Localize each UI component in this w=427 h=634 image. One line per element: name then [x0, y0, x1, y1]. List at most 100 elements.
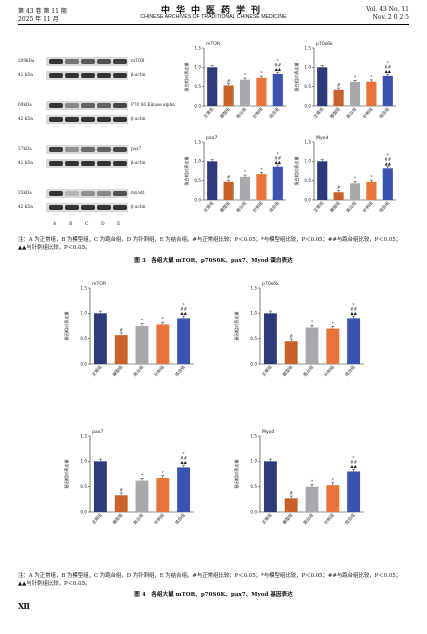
blot-protein-label: β-actin — [131, 204, 146, 209]
significance-mark: * — [370, 175, 372, 180]
y-tick-label: 0.0 — [304, 197, 311, 202]
header-rule — [18, 24, 409, 25]
chart-protein-myod: Myod 0.0 0.5 1.0 1.5 蛋白相对表达量 正常组 # 模型组 * 跑台组 * 针刺组 * #… — [292, 132, 402, 224]
x-tick-label: 正常组 — [312, 106, 325, 120]
x-tick-label: 结合组 — [173, 364, 186, 378]
significance-mark: # — [119, 488, 123, 493]
y-tick-label: 1.5 — [80, 433, 87, 438]
bar — [135, 326, 149, 364]
bar — [305, 486, 319, 512]
x-tick-label: 跑台组 — [345, 106, 358, 120]
bar — [305, 327, 319, 364]
bar — [333, 192, 344, 200]
blot-row: 57kDa pax7 — [18, 144, 173, 156]
significance-mark: * — [162, 317, 164, 322]
blot-strip — [46, 159, 128, 168]
bar — [272, 166, 283, 200]
blot-band — [113, 161, 127, 166]
y-axis-label: 基因相对表达量 — [233, 459, 240, 488]
chart-protein-pax7: pax7 0.0 0.5 1.0 1.5 蛋白相对表达量 正常组 # 模型组 * 跑台组 * 针刺组 * #… — [182, 132, 292, 224]
chart-title: pax7 — [206, 135, 217, 141]
blot-band — [49, 147, 63, 152]
bar — [239, 79, 251, 106]
x-tick-label: 正常组 — [202, 106, 215, 120]
y-tick-label: 1.0 — [194, 159, 201, 164]
significance-mark: # — [289, 491, 293, 496]
chart-gene-mtor: mTOR 0.0 0.5 1.0 1.5 基因相对表达量 正常组 # 模型组 * 跑台组 * 针刺组 * #… — [60, 272, 200, 392]
significance-mark: ▲▲ — [350, 311, 357, 316]
blot-band — [97, 161, 111, 166]
x-tick-label: 结合组 — [267, 106, 280, 120]
y-tick-label: 1.5 — [304, 45, 311, 50]
significance-mark: * — [387, 153, 389, 158]
blot-strip — [46, 57, 128, 66]
blot-protein-label: β-actin — [131, 116, 146, 121]
header-date: 2025 年 11 月 — [18, 16, 59, 23]
significance-mark: ## — [350, 307, 358, 312]
y-tick-label: 1.0 — [194, 65, 201, 70]
journal-title-en: CHINESE ARCHIVES OF TRADITIONAL CHINESE … — [140, 14, 287, 20]
bar — [272, 73, 283, 106]
western-blot-panel: 209kDa mTOR 42 kDa β-actin 69kDa P70 S6 Kinas… — [18, 56, 175, 231]
bar — [347, 471, 361, 512]
bar — [382, 75, 393, 106]
chart-gene-myod: Myod 0.0 0.5 1.0 1.5 基因相对表达量 正常组 # 模型组 * 跑台组 * 针刺组 * #… — [230, 420, 370, 540]
blot-band — [65, 73, 79, 78]
x-tick-label: 模型组 — [281, 364, 294, 378]
significance-mark: ## — [350, 460, 358, 465]
y-tick-label: 0.5 — [80, 484, 87, 489]
x-tick-label: 正常组 — [312, 200, 325, 214]
header-volume-en: Vol. 43 No. 11 — [366, 6, 409, 13]
blot-protein-label: P70 S6 Kinase alpha — [131, 102, 175, 107]
blot-band — [65, 205, 79, 210]
blot-band — [97, 117, 111, 122]
bar — [177, 318, 191, 364]
x-tick-label: 结合组 — [343, 512, 356, 526]
blot-band — [81, 117, 95, 122]
x-tick-label: 正常组 — [260, 512, 273, 526]
significance-mark: * — [387, 61, 389, 66]
x-tick-label: 模型组 — [328, 200, 341, 214]
blot-protein-label: β-actin — [131, 160, 146, 165]
blot-strip — [46, 203, 128, 212]
blot-row: 42 kDa β-actin — [18, 70, 173, 82]
x-tick-label: 模型组 — [218, 106, 231, 120]
y-tick-label: 0.0 — [80, 509, 87, 514]
significance-mark: * — [260, 71, 262, 76]
significance-mark: ## — [384, 65, 392, 70]
significance-mark: ▲▲ — [385, 69, 392, 74]
blot-mw-label: 209kDa — [18, 58, 35, 63]
fig3-note: 注：A 为正常组，B 为模型组，C 为跑台组，D 为针刺组，E 为结合组。#与正… — [18, 237, 402, 251]
chart-title: Myod — [316, 135, 328, 141]
y-tick-label: 1.5 — [304, 139, 311, 144]
bar — [263, 313, 277, 364]
x-tick-label: 正常组 — [90, 364, 103, 378]
bar — [366, 181, 377, 200]
significance-mark: * — [354, 176, 356, 181]
chart-gene-p70s6k: p70s6k 0.0 0.5 1.0 1.5 基因相对表达量 正常组 # 模型组 * 跑台组 * 针刺组… — [230, 272, 370, 392]
significance-mark: * — [244, 72, 246, 77]
y-tick-label: 0.5 — [304, 84, 311, 89]
blot-protein-label: pax7 — [131, 146, 142, 151]
bar — [239, 176, 251, 200]
blot-mw-label: 69kDa — [18, 102, 32, 107]
blot-band — [65, 147, 79, 152]
significance-mark: # — [227, 78, 231, 83]
blot-lane-label: D — [101, 222, 105, 227]
significance-mark: * — [370, 74, 372, 79]
bar — [156, 324, 170, 364]
x-tick-label: 针刺组 — [361, 200, 374, 214]
x-tick-label: 正常组 — [90, 512, 103, 526]
fig4-caption: 图 4 各组大鼠 mTOR、p70S6K、pax7、Myod 基因表达 — [134, 592, 293, 598]
significance-mark: * — [277, 59, 279, 64]
y-axis-label: 基因相对表达量 — [63, 459, 70, 488]
significance-mark: * — [162, 470, 164, 475]
x-tick-label: 跑台组 — [132, 364, 145, 378]
significance-mark: * — [311, 320, 313, 325]
bar — [93, 461, 107, 512]
significance-mark: * — [354, 75, 356, 80]
blot-row: 69kDa P70 S6 Kinase alpha — [18, 100, 175, 112]
y-tick-label: 1.5 — [250, 433, 257, 438]
y-tick-label: 0.5 — [194, 178, 201, 183]
blot-protein-label: myod1 — [131, 190, 146, 195]
